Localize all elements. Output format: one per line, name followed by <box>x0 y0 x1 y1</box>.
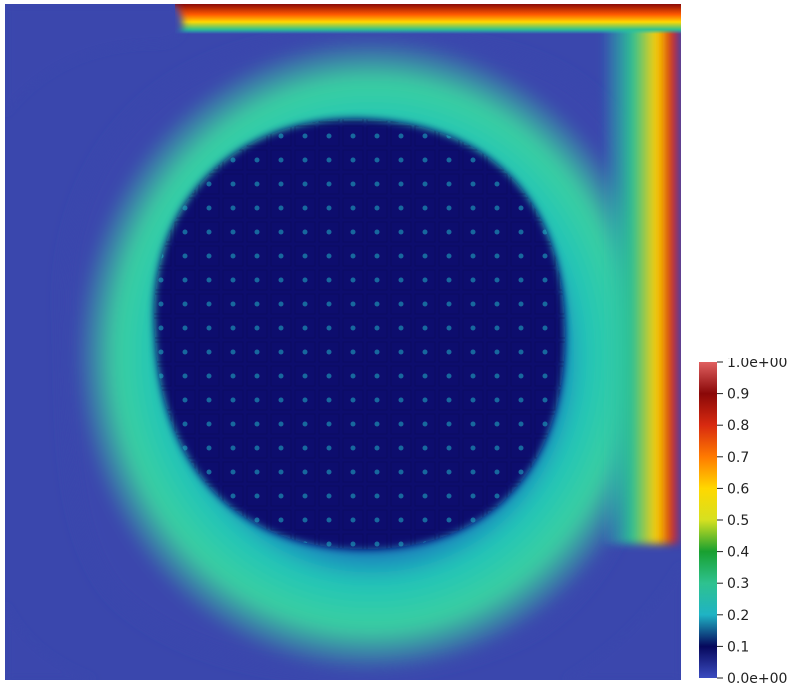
colorbar-tick-label: 1.0e+00 <box>727 358 787 371</box>
colorbar-tick-label: 0.7 <box>727 450 749 466</box>
colorbar-tick-label: 0.3 <box>727 576 749 592</box>
velocity-field-plot <box>5 4 681 680</box>
right-wall-jet <box>601 24 681 544</box>
colorbar: 0.0e+00 0.1 0.2 0.3 0.4 0.5 0.6 0.7 0.8 0.9 1.0e+0… <box>699 358 787 684</box>
colorbar-tick-label: 0.0e+00 <box>727 671 787 684</box>
lid-boundary-layer <box>175 4 681 34</box>
colorbar-ticks: 0.0e+00 0.1 0.2 0.3 0.4 0.5 0.6 0.7 0.8 0.9 1.0e+0… <box>717 358 787 684</box>
colorbar-gradient <box>699 362 717 678</box>
vortex-core-texture <box>154 118 566 550</box>
colorbar-tick-label: 0.5 <box>727 513 749 529</box>
colorbar-tick-label: 0.2 <box>727 608 749 624</box>
colorbar-tick-label: 0.6 <box>727 481 749 497</box>
colorbar-tick-label: 0.1 <box>727 639 749 655</box>
colorbar-tick-label: 0.9 <box>727 387 749 403</box>
top-left-corner-eddy <box>5 4 184 114</box>
bottom-left-corner-eddy <box>5 604 95 680</box>
bottom-right-corner-eddy <box>565 564 681 680</box>
colorbar-tick-label: 0.4 <box>727 545 749 561</box>
colorbar-tick-label: 0.8 <box>727 418 749 434</box>
